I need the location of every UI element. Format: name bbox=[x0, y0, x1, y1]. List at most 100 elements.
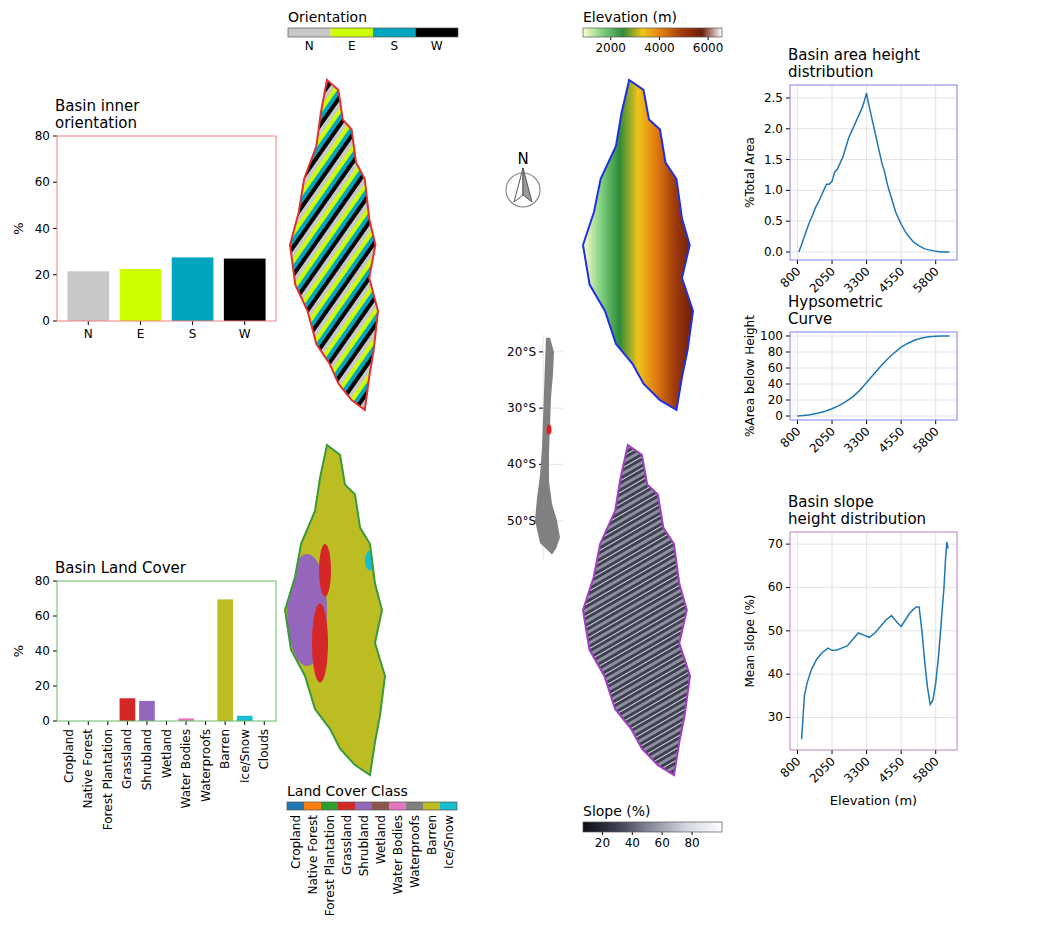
figure: Basin innerorientation020406080%NESWBasi… bbox=[0, 0, 1058, 943]
y-tick bbox=[786, 587, 790, 588]
colorbar-tick-label: 4000 bbox=[644, 41, 675, 55]
y-tick bbox=[786, 128, 790, 129]
y-tick bbox=[786, 190, 790, 191]
y-tick-label: 40°S bbox=[507, 457, 536, 471]
colorbar-label: E bbox=[348, 39, 356, 53]
grid-line bbox=[832, 85, 833, 260]
grid-line bbox=[790, 251, 957, 252]
colorbar-label: Barren bbox=[425, 815, 439, 855]
bar bbox=[120, 698, 136, 721]
colorbar-segment bbox=[331, 28, 374, 37]
y-tick bbox=[786, 400, 790, 401]
grid-line bbox=[790, 400, 957, 401]
title-line: height distribution bbox=[788, 510, 926, 528]
x-tick bbox=[797, 750, 798, 754]
y-tick-label: 20 bbox=[35, 679, 50, 693]
map-ground bbox=[583, 445, 690, 775]
y-axis-title: Mean slope (%) bbox=[743, 594, 757, 687]
y-tick-label: 20 bbox=[768, 393, 783, 407]
series bbox=[802, 542, 949, 739]
title-line: Basin slope bbox=[788, 493, 874, 511]
map-patch bbox=[312, 603, 328, 682]
grid-line bbox=[935, 332, 936, 420]
x-tick bbox=[797, 260, 798, 264]
y-tick-label: 20 bbox=[35, 268, 50, 282]
bar-panel: Basin Land Cover020406080%CroplandNative… bbox=[11, 559, 276, 830]
map-fill bbox=[285, 445, 385, 775]
bar bbox=[172, 257, 214, 321]
colorbar-label: Native Forest bbox=[306, 815, 320, 895]
y-tick-label: 80 bbox=[768, 345, 783, 359]
x-tick-label: Ice/Snow bbox=[238, 729, 252, 783]
grid-line bbox=[790, 97, 957, 98]
y-tick-label: 30°S bbox=[507, 401, 536, 415]
y-tick-label: 2.5 bbox=[764, 91, 783, 105]
x-tick-label: Grassland bbox=[120, 729, 134, 789]
x-tick bbox=[832, 260, 833, 264]
panel-title: HypsometricCurve bbox=[788, 293, 883, 328]
y-tick bbox=[786, 97, 790, 98]
y-tick bbox=[786, 674, 790, 675]
panel-title: Basin area heightdistribution bbox=[788, 46, 920, 81]
colorbar-segment bbox=[406, 802, 423, 810]
grid-line bbox=[935, 85, 936, 260]
y-tick-label: 40 bbox=[768, 667, 783, 681]
x-tick-label: 5800 bbox=[910, 264, 941, 295]
x-tick-label: 5800 bbox=[910, 754, 941, 785]
grid-line bbox=[866, 85, 867, 260]
colorbar-label: Forest Plantation bbox=[323, 815, 337, 916]
y-tick bbox=[53, 686, 57, 687]
x-tick bbox=[225, 721, 226, 725]
colorbar-frame bbox=[583, 28, 722, 37]
map-ground bbox=[285, 445, 385, 775]
colorbar-segment bbox=[304, 802, 321, 810]
y-tick-label: 60 bbox=[35, 175, 50, 189]
x-tick bbox=[935, 420, 936, 424]
bars bbox=[120, 599, 253, 721]
x-tick bbox=[901, 420, 902, 424]
x-tick-label: 2050 bbox=[807, 424, 838, 455]
grid-line bbox=[790, 352, 957, 353]
x-tick-label: W bbox=[239, 327, 251, 341]
series bbox=[797, 336, 949, 416]
x-tick-label: 5800 bbox=[910, 424, 941, 455]
x-tick bbox=[832, 420, 833, 424]
y-tick-label: 40 bbox=[768, 377, 783, 391]
x-tick bbox=[166, 721, 167, 725]
x-tick-label: 2050 bbox=[807, 264, 838, 295]
x-tick-label: N bbox=[84, 327, 93, 341]
series bbox=[799, 93, 950, 252]
y-tick-label: 1.0 bbox=[764, 183, 783, 197]
y-tick-label: 0 bbox=[775, 409, 783, 423]
line-panel: HypsometricCurve800205033004550580002040… bbox=[743, 293, 957, 456]
line bbox=[797, 336, 949, 416]
x-tick-label: 4550 bbox=[876, 754, 907, 785]
x-axis-title: Elevation (m) bbox=[830, 793, 917, 808]
y-tick bbox=[786, 368, 790, 369]
grid-line bbox=[790, 544, 957, 545]
y-tick-label: 1.5 bbox=[764, 153, 783, 167]
y-tick-label: 60 bbox=[768, 580, 783, 594]
colorbar-label: Water Bodies bbox=[391, 815, 405, 894]
y-tick bbox=[786, 221, 790, 222]
y-tick bbox=[53, 136, 57, 137]
x-tick-label: Wetland bbox=[160, 729, 174, 778]
y-tick bbox=[786, 416, 790, 417]
colorbar-frame bbox=[288, 28, 458, 37]
y-tick-label: 0 bbox=[42, 714, 50, 728]
grid-line bbox=[790, 159, 957, 160]
x-tick-label: Clouds bbox=[257, 729, 271, 770]
y-tick-label: 60 bbox=[768, 361, 783, 375]
basin-outline bbox=[583, 445, 690, 775]
colorbar-segment bbox=[423, 802, 440, 810]
line-panel: Basin slopeheight distribution8002050330… bbox=[743, 493, 957, 808]
y-tick-label: 2.0 bbox=[764, 122, 783, 136]
colorbar-label: Ice/Snow bbox=[442, 815, 456, 869]
x-tick-label: Cropland bbox=[62, 729, 76, 783]
x-tick bbox=[140, 321, 141, 325]
x-tick bbox=[244, 721, 245, 725]
y-tick-label: 60 bbox=[35, 609, 50, 623]
y-tick bbox=[53, 321, 57, 322]
title-line: orientation bbox=[55, 114, 137, 132]
colorbar-tick-label: 20 bbox=[595, 836, 610, 850]
